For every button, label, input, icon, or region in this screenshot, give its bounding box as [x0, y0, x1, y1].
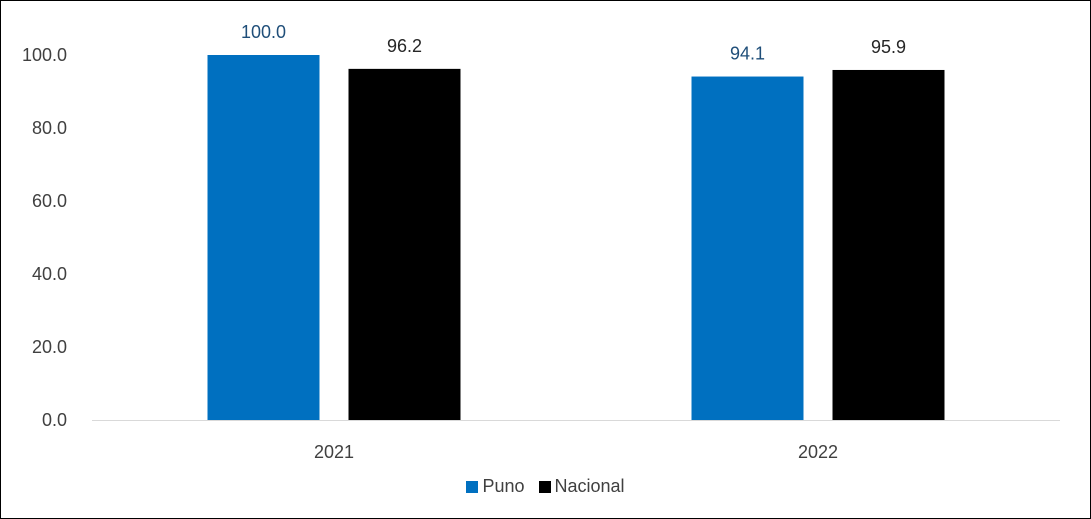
- data-labels: 100.0 96.2 94.1 95.9: [241, 22, 906, 64]
- legend-label-nacional: Nacional: [554, 476, 625, 496]
- legend-swatch-puno: [466, 480, 479, 493]
- bar-nacional-2021: [348, 68, 461, 421]
- y-axis: 0.0 20.0 40.0 60.0 80.0 100.0: [22, 45, 67, 430]
- legend-label-puno: Puno: [482, 476, 525, 496]
- bar-nacional-2022: [832, 69, 945, 420]
- y-tick-label: 80.0: [32, 118, 67, 138]
- y-tick-label: 60.0: [32, 191, 67, 211]
- bars: [207, 55, 945, 421]
- x-axis: 2021 2022: [92, 420, 1060, 462]
- data-label-nacional-2022: 95.9: [871, 37, 906, 57]
- bar-puno-2022: [691, 76, 804, 420]
- y-tick-label: 40.0: [32, 264, 67, 284]
- data-label-puno-2022: 94.1: [730, 44, 765, 64]
- legend-item-puno: Puno: [466, 476, 525, 497]
- data-label-nacional-2021: 96.2: [387, 36, 422, 56]
- x-tick-label: 2021: [314, 442, 354, 462]
- x-tick-label: 2022: [798, 442, 838, 462]
- legend: Puno Nacional: [0, 476, 1091, 497]
- y-tick-label: 0.0: [42, 410, 67, 430]
- legend-swatch-nacional: [538, 480, 551, 493]
- legend-item-nacional: Nacional: [538, 476, 625, 497]
- y-tick-label: 100.0: [22, 45, 67, 65]
- y-tick-label: 20.0: [32, 337, 67, 357]
- bar-puno-2021: [207, 55, 320, 420]
- data-label-puno-2021: 100.0: [241, 22, 286, 42]
